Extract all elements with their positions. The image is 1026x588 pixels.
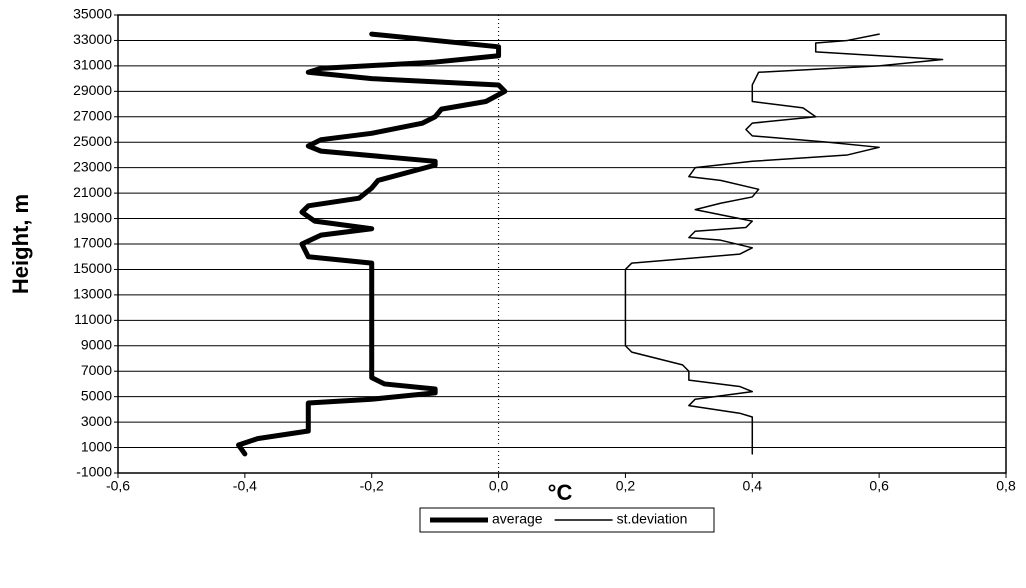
series-line: [624, 33, 944, 455]
plot-area: [117, 14, 1007, 474]
x-axis-label: °C: [548, 480, 573, 505]
y-tick-label: 27000: [73, 107, 112, 123]
y-tick-label: 19000: [73, 209, 112, 225]
y-tick-label: 23000: [73, 158, 112, 174]
y-tick-label: -1000: [76, 464, 112, 480]
series-line: [236, 31, 508, 457]
x-tick-label: 0,4: [743, 478, 763, 494]
legend-label: average: [492, 511, 543, 527]
x-tick-label: -0,2: [360, 478, 384, 494]
x-tick-label: 0,0: [489, 478, 509, 494]
y-tick-label: 25000: [73, 133, 112, 149]
y-tick-label: 13000: [73, 286, 112, 302]
y-tick-label: 33000: [73, 31, 112, 47]
y-tick-label: 7000: [81, 362, 112, 378]
y-tick-label: 11000: [74, 311, 112, 327]
x-tick-label: -0,4: [233, 478, 257, 494]
x-tick-label: -0,6: [106, 478, 130, 494]
y-tick-label: 21000: [73, 184, 112, 200]
legend-label: st.deviation: [617, 511, 688, 527]
y-tick-label: 17000: [73, 235, 112, 251]
y-tick-label: 15000: [73, 260, 112, 276]
x-tick-label: 0,8: [996, 478, 1016, 494]
y-tick-label: 31000: [73, 57, 112, 73]
y-tick-label: 29000: [73, 82, 112, 98]
y-tick-label: 1000: [81, 438, 112, 454]
x-tick-label: 0,6: [869, 478, 889, 494]
y-tick-label: 35000: [73, 6, 112, 22]
y-tick-label: 9000: [81, 336, 112, 352]
y-axis-label: Height, m: [8, 194, 33, 294]
y-tick-label: 3000: [81, 413, 112, 429]
x-tick-label: 0,2: [616, 478, 636, 494]
y-tick-label: 5000: [81, 387, 112, 403]
